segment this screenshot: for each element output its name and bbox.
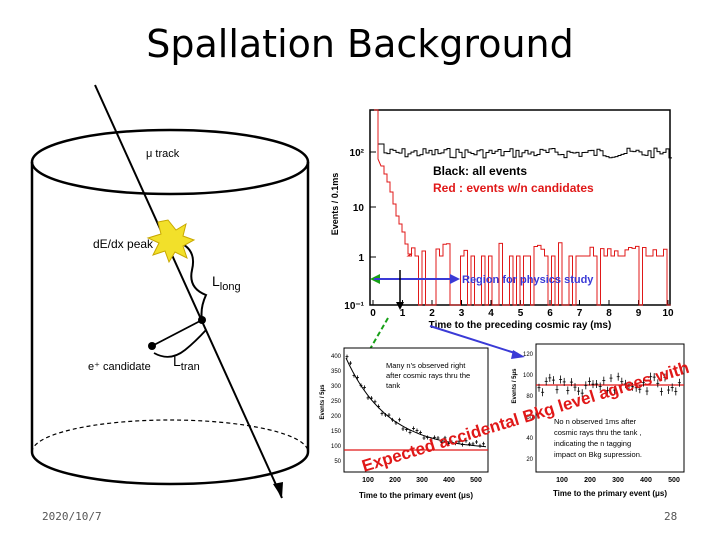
top-ytick-label: 10⁻¹ [344, 301, 364, 312]
overlay-annotation: Expected accidental Bkg level agrees wit… [360, 345, 690, 476]
top-ytick-label: 10² [350, 148, 365, 159]
br-note-1: No n observed 1ms after [554, 417, 637, 426]
red-histogram [374, 109, 671, 306]
br-data-points [537, 372, 681, 398]
llong-brace [169, 239, 208, 321]
bl-ytick-label: 250 [331, 399, 342, 405]
ltran-brace [153, 329, 207, 358]
legend-red: Red : events w/n candidates [433, 181, 594, 195]
bl-xtick-label: 100 [362, 477, 374, 484]
region-label: Region for physics study [462, 274, 594, 286]
bl-data-points [345, 354, 485, 448]
bl-plot-yticks: 400 350 300 250 200 150 100 50 [331, 354, 342, 465]
br-xtick-label: 200 [584, 477, 596, 484]
cylinder-top [30, 128, 310, 196]
top-xtick-label: 10 [662, 308, 674, 319]
bl-ytick-label: 350 [331, 369, 342, 375]
top-xtick-label: 9 [636, 308, 642, 319]
candidate-dot [148, 342, 156, 350]
top-plot-yticks: 10² 10 1 10⁻¹ [344, 148, 376, 312]
top-ytick-label: 10 [353, 203, 365, 214]
top-xtick-label: 8 [606, 308, 612, 319]
bl-ytick-label: 150 [331, 429, 342, 435]
bl-ytick-label: 100 [331, 444, 342, 450]
br-note-4: impact on Bkg supression. [554, 450, 642, 459]
br-ytick-label: 40 [526, 436, 533, 442]
cylinder-bottom-back [31, 419, 309, 453]
top-plot-ylabel: Events / 0.1ms [330, 173, 340, 236]
br-note-2: cosmic rays thru the tank , [554, 428, 642, 437]
dedx-peak-star-icon [146, 219, 196, 264]
detector-diagram: μ track dE/dx peak Llong Ltran e⁺ candid… [30, 84, 310, 499]
bl-note-1: Many n's observed right [386, 361, 466, 370]
br-plot-ylabel: Events / 5μs [512, 368, 518, 404]
top-xtick-label: 6 [547, 308, 553, 319]
br-ytick-label: 60 [526, 415, 533, 421]
top-xtick-label: 0 [370, 308, 376, 319]
top-xtick-label: 4 [488, 308, 494, 319]
br-plot-xlabel: Time to the primary event (μs) [553, 489, 667, 498]
bl-xtick-label: 200 [389, 477, 401, 484]
top-xtick-label: 2 [429, 308, 435, 319]
br-note-3: indicating the n tagging [554, 439, 631, 448]
bl-note-2: after cosmic rays thru the [386, 371, 470, 380]
top-xtick-label: 1 [400, 308, 406, 319]
bl-xtick-label: 300 [416, 477, 428, 484]
br-xtick-label: 100 [556, 477, 568, 484]
black-histogram [374, 109, 672, 159]
ltran-label: Ltran [173, 353, 200, 373]
bl-ytick-label: 300 [331, 384, 342, 390]
top-ytick-label: 1 [358, 253, 364, 264]
bl-plot-xticks: 100 200 300 400 500 [362, 477, 482, 484]
bl-plot-ylabel: Events / 5μs [320, 384, 326, 420]
br-plot-frame [535, 343, 685, 473]
br-plot-xticks: 100 200 300 400 500 [556, 477, 680, 484]
bl-ytick-label: 400 [331, 354, 342, 360]
br-xtick-label: 400 [640, 477, 652, 484]
br-ytick-label: 120 [523, 352, 534, 358]
br-xtick-label: 300 [612, 477, 624, 484]
candidate-label: e⁺ candidate [88, 361, 151, 373]
cylinder-bottom-front [30, 451, 310, 486]
br-plot-yticks: 120 100 80 60 40 20 [523, 352, 534, 463]
top-time-plot: Events / 0.1ms 10² 10 1 10⁻¹ 0 1 2 3 4 5 6 7 8 9 10 T… [330, 109, 674, 331]
bl-xtick-label: 500 [470, 477, 482, 484]
bottom-left-plot: Events / 5μs 400 350 300 250 200 150 100 50 100… [320, 347, 489, 500]
muon-track-line [94, 84, 283, 499]
top-xtick-label: 3 [459, 308, 465, 319]
top-plot-xlabel: Time to the preceding cosmic ray (ms) [429, 320, 612, 331]
bl-xtick-label: 400 [443, 477, 455, 484]
vertex-dot [198, 316, 206, 324]
bl-plot-xlabel: Time to the primary event (μs) [359, 491, 473, 500]
br-ytick-label: 80 [526, 394, 533, 400]
blue-connector [429, 325, 519, 355]
footer-date: 2020/10/7 [42, 510, 102, 523]
accidental-agrees-text: Expected accidental Bkg level agrees wit… [360, 345, 690, 476]
bl-note-3: tank [386, 381, 400, 390]
br-ytick-label: 100 [523, 373, 534, 379]
legend-black: Black: all events [433, 164, 527, 178]
track-label: μ track [146, 148, 180, 160]
bl-plot-frame [343, 347, 489, 473]
region-arrow-tip-icon [450, 274, 460, 284]
top-plot-xticks: 0 1 2 3 4 5 6 7 8 9 10 [370, 300, 674, 319]
bl-ytick-label: 50 [334, 459, 341, 465]
footer-page-number: 28 [664, 510, 678, 523]
top-xtick-label: 5 [518, 308, 524, 319]
top-xtick-label: 7 [577, 308, 583, 319]
bl-ytick-label: 200 [331, 414, 342, 420]
bottom-right-plot: Events / 5μs 120 100 80 60 40 20 100 200 300 400… [512, 343, 685, 498]
track-arrow-icon [273, 482, 283, 498]
ltran-line [151, 319, 203, 347]
dedx-label: dE/dx peak [93, 237, 154, 251]
br-ytick-label: 20 [526, 457, 533, 463]
page-title: Spallation Background [146, 22, 574, 66]
br-xtick-label: 500 [668, 477, 680, 484]
llong-label: Llong [212, 273, 241, 293]
blue-connector-arrow-icon [511, 350, 525, 359]
cut-arrow-icon [396, 302, 404, 310]
